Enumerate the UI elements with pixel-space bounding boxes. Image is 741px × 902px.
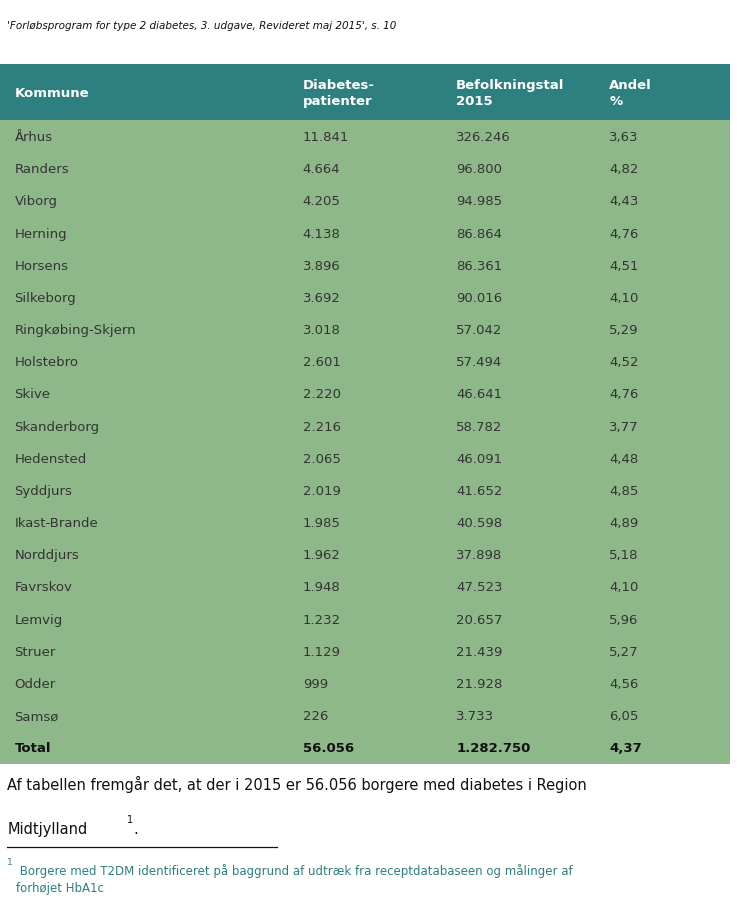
Text: 5,96: 5,96 xyxy=(609,613,639,626)
Text: Holstebro: Holstebro xyxy=(15,356,79,369)
Text: 4,89: 4,89 xyxy=(609,517,639,529)
Text: 326.246: 326.246 xyxy=(456,131,511,144)
Text: 2.601: 2.601 xyxy=(303,356,341,369)
Text: Norddjurs: Norddjurs xyxy=(15,548,79,562)
Text: 1: 1 xyxy=(7,858,13,867)
Text: Struer: Struer xyxy=(15,645,56,658)
Text: Midtjylland: Midtjylland xyxy=(7,822,87,836)
Text: Viborg: Viborg xyxy=(15,195,58,208)
Text: 86.361: 86.361 xyxy=(456,260,502,272)
Text: 46.091: 46.091 xyxy=(456,452,502,465)
Text: Horsens: Horsens xyxy=(15,260,69,272)
Text: Af tabellen fremgår det, at der i 2015 er 56.056 borgere med diabetes i Region: Af tabellen fremgår det, at der i 2015 e… xyxy=(7,775,587,792)
Text: Favrskov: Favrskov xyxy=(15,581,73,594)
Text: Ringkøbing-Skjern: Ringkøbing-Skjern xyxy=(15,324,136,336)
Text: Silkeborg: Silkeborg xyxy=(15,291,76,305)
Text: Kommune: Kommune xyxy=(15,87,89,99)
Text: Lemvig: Lemvig xyxy=(15,613,63,626)
Text: 3.896: 3.896 xyxy=(303,260,341,272)
Text: 20.657: 20.657 xyxy=(456,613,502,626)
Text: 4,52: 4,52 xyxy=(609,356,639,369)
Text: 2.065: 2.065 xyxy=(303,452,341,465)
Text: 4,51: 4,51 xyxy=(609,260,639,272)
Text: Total: Total xyxy=(15,741,51,754)
Text: 4,56: 4,56 xyxy=(609,677,639,690)
Text: 6,05: 6,05 xyxy=(609,709,639,723)
Text: Århus: Århus xyxy=(15,131,53,144)
Text: 37.898: 37.898 xyxy=(456,548,502,562)
Text: 4,85: 4,85 xyxy=(609,484,639,497)
Text: 4.138: 4.138 xyxy=(303,227,341,240)
Text: 4,43: 4,43 xyxy=(609,195,639,208)
Text: 4,48: 4,48 xyxy=(609,452,639,465)
Text: 21.439: 21.439 xyxy=(456,645,502,658)
Text: 1.129: 1.129 xyxy=(303,645,341,658)
Text: 58.782: 58.782 xyxy=(456,420,502,433)
Text: 5,29: 5,29 xyxy=(609,324,639,336)
Text: Ikast-Brande: Ikast-Brande xyxy=(15,517,99,529)
Text: 999: 999 xyxy=(303,677,328,690)
Text: Syddjurs: Syddjurs xyxy=(15,484,73,497)
Text: Randers: Randers xyxy=(15,163,69,176)
Text: 5,27: 5,27 xyxy=(609,645,639,658)
Text: Odder: Odder xyxy=(15,677,56,690)
FancyBboxPatch shape xyxy=(0,65,730,764)
Text: Samsø: Samsø xyxy=(15,709,59,723)
Text: 1.232: 1.232 xyxy=(303,613,341,626)
Text: 3.733: 3.733 xyxy=(456,709,494,723)
Text: 4,37: 4,37 xyxy=(609,741,642,754)
Text: Borgere med T2DM identificeret på baggrund af udtræk fra receptdatabaseen og mål: Borgere med T2DM identificeret på baggru… xyxy=(16,863,573,894)
Text: 40.598: 40.598 xyxy=(456,517,502,529)
Text: 94.985: 94.985 xyxy=(456,195,502,208)
Text: 2.220: 2.220 xyxy=(303,388,341,401)
Text: 11.841: 11.841 xyxy=(303,131,349,144)
Text: 46.641: 46.641 xyxy=(456,388,502,401)
Text: Hedensted: Hedensted xyxy=(15,452,87,465)
Text: Diabetes-
patienter: Diabetes- patienter xyxy=(303,78,375,107)
Text: 21.928: 21.928 xyxy=(456,677,502,690)
Text: 47.523: 47.523 xyxy=(456,581,502,594)
Text: 4,76: 4,76 xyxy=(609,227,639,240)
Text: .: . xyxy=(133,822,139,836)
Text: 96.800: 96.800 xyxy=(456,163,502,176)
Text: 4.205: 4.205 xyxy=(303,195,341,208)
Text: 1: 1 xyxy=(127,815,133,824)
Text: 57.042: 57.042 xyxy=(456,324,502,336)
Text: 1.282.750: 1.282.750 xyxy=(456,741,531,754)
Text: 2.019: 2.019 xyxy=(303,484,341,497)
Text: 57.494: 57.494 xyxy=(456,356,502,369)
Text: 1.948: 1.948 xyxy=(303,581,341,594)
Text: 56.056: 56.056 xyxy=(303,741,354,754)
Text: 226: 226 xyxy=(303,709,328,723)
Text: Skanderborg: Skanderborg xyxy=(15,420,100,433)
Text: 4,10: 4,10 xyxy=(609,581,639,594)
Text: 4,76: 4,76 xyxy=(609,388,639,401)
Text: 1.962: 1.962 xyxy=(303,548,341,562)
FancyBboxPatch shape xyxy=(0,65,730,122)
Text: 5,18: 5,18 xyxy=(609,548,639,562)
Text: Herning: Herning xyxy=(15,227,67,240)
Text: 90.016: 90.016 xyxy=(456,291,502,305)
Text: Skive: Skive xyxy=(15,388,50,401)
Text: 86.864: 86.864 xyxy=(456,227,502,240)
Text: 'Forløbsprogram for type 2 diabetes, 3. udgave, Revideret maj 2015', s. 10: 'Forløbsprogram for type 2 diabetes, 3. … xyxy=(7,21,396,31)
Text: 3.692: 3.692 xyxy=(303,291,341,305)
Text: 3,63: 3,63 xyxy=(609,131,639,144)
Text: 4,10: 4,10 xyxy=(609,291,639,305)
Text: 2.216: 2.216 xyxy=(303,420,341,433)
Text: 1.985: 1.985 xyxy=(303,517,341,529)
Text: 4,82: 4,82 xyxy=(609,163,639,176)
Text: 3.018: 3.018 xyxy=(303,324,341,336)
Text: Befolkningstal
2015: Befolkningstal 2015 xyxy=(456,78,565,107)
Text: Andel
%: Andel % xyxy=(609,78,652,107)
Text: 4.664: 4.664 xyxy=(303,163,340,176)
Text: 41.652: 41.652 xyxy=(456,484,502,497)
Text: 3,77: 3,77 xyxy=(609,420,639,433)
